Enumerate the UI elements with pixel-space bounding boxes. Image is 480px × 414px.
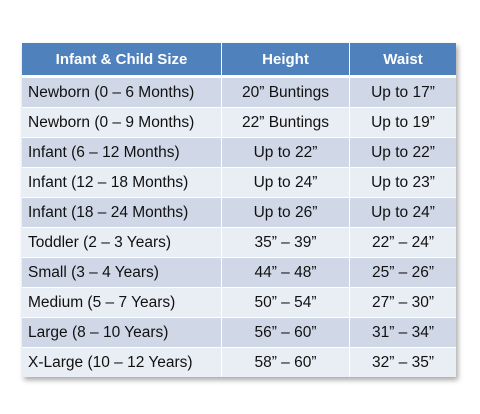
size-cell: Toddler (2 – 3 Years)	[22, 228, 222, 258]
waist-cell: 25” – 26”	[350, 258, 456, 288]
height-cell: Up to 24”	[222, 168, 350, 198]
table-row: X-Large (10 – 12 Years) 58” – 60” 32” – …	[22, 348, 456, 377]
table-row: Small (3 – 4 Years) 44” – 48” 25” – 26”	[22, 258, 456, 288]
table-row: Medium (5 – 7 Years) 50” – 54” 27” – 30”	[22, 288, 456, 318]
waist-cell: Up to 23”	[350, 168, 456, 198]
table-header-row: Infant & Child Size Height Waist	[22, 43, 456, 78]
height-cell: 35” – 39”	[222, 228, 350, 258]
waist-cell: 22” – 24”	[350, 228, 456, 258]
size-cell: Small (3 – 4 Years)	[22, 258, 222, 288]
height-cell: Up to 26”	[222, 198, 350, 228]
header-waist: Waist	[350, 43, 456, 78]
table-row: Toddler (2 – 3 Years) 35” – 39” 22” – 24…	[22, 228, 456, 258]
waist-cell: 27” – 30”	[350, 288, 456, 318]
waist-cell: Up to 24”	[350, 198, 456, 228]
size-chart-table: Infant & Child Size Height Waist Newborn…	[22, 43, 456, 377]
header-size: Infant & Child Size	[22, 43, 222, 78]
table-row: Large (8 – 10 Years) 56” – 60” 31” – 34”	[22, 318, 456, 348]
height-cell: 22” Buntings	[222, 108, 350, 138]
table-row: Newborn (0 – 6 Months) 20” Buntings Up t…	[22, 78, 456, 108]
height-cell: 50” – 54”	[222, 288, 350, 318]
size-cell: Medium (5 – 7 Years)	[22, 288, 222, 318]
size-cell: Large (8 – 10 Years)	[22, 318, 222, 348]
waist-cell: Up to 22”	[350, 138, 456, 168]
height-cell: Up to 22”	[222, 138, 350, 168]
size-cell: Infant (6 – 12 Months)	[22, 138, 222, 168]
table-row: Newborn (0 – 9 Months) 22” Buntings Up t…	[22, 108, 456, 138]
waist-cell: 32” – 35”	[350, 348, 456, 377]
table-row: Infant (12 – 18 Months) Up to 24” Up to …	[22, 168, 456, 198]
size-cell: X-Large (10 – 12 Years)	[22, 348, 222, 377]
table-row: Infant (18 – 24 Months) Up to 26” Up to …	[22, 198, 456, 228]
waist-cell: Up to 17”	[350, 78, 456, 108]
size-cell: Infant (18 – 24 Months)	[22, 198, 222, 228]
table-row: Infant (6 – 12 Months) Up to 22” Up to 2…	[22, 138, 456, 168]
header-height: Height	[222, 43, 350, 78]
waist-cell: Up to 19”	[350, 108, 456, 138]
waist-cell: 31” – 34”	[350, 318, 456, 348]
size-cell: Infant (12 – 18 Months)	[22, 168, 222, 198]
height-cell: 56” – 60”	[222, 318, 350, 348]
height-cell: 58” – 60”	[222, 348, 350, 377]
height-cell: 20” Buntings	[222, 78, 350, 108]
height-cell: 44” – 48”	[222, 258, 350, 288]
size-cell: Newborn (0 – 6 Months)	[22, 78, 222, 108]
size-cell: Newborn (0 – 9 Months)	[22, 108, 222, 138]
